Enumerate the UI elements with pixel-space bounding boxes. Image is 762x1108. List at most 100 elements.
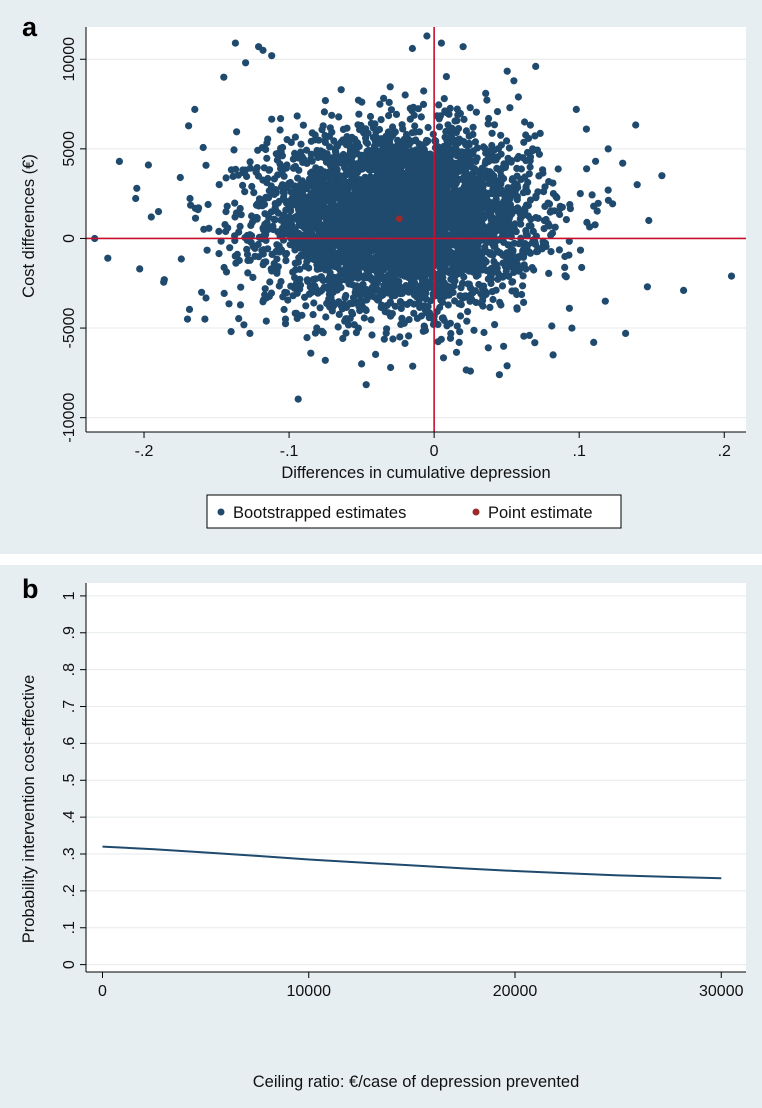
bootstrap-point bbox=[472, 272, 480, 280]
bootstrap-point bbox=[296, 265, 304, 273]
bootstrap-point bbox=[475, 237, 483, 245]
bootstrap-point bbox=[385, 157, 393, 165]
bootstrap-point bbox=[588, 191, 596, 199]
bootstrap-point bbox=[286, 199, 294, 207]
bootstrap-point bbox=[375, 169, 383, 177]
bootstrap-point bbox=[555, 246, 564, 254]
bootstrap-point bbox=[398, 121, 406, 129]
bootstrap-point bbox=[282, 257, 290, 265]
bootstrap-point bbox=[592, 157, 600, 165]
bootstrap-point bbox=[222, 268, 231, 276]
bootstrap-point bbox=[529, 145, 537, 153]
bootstrap-point bbox=[494, 275, 502, 283]
bootstrap-point bbox=[240, 169, 248, 177]
bootstrap-point bbox=[311, 172, 319, 180]
bootstrap-point bbox=[445, 268, 453, 277]
bootstrap-point bbox=[488, 129, 496, 137]
bootstrap-point bbox=[409, 103, 417, 111]
bootstrap-point bbox=[405, 332, 413, 340]
bootstrap-point bbox=[438, 270, 447, 278]
bootstrap-point bbox=[423, 169, 431, 177]
bootstrap-point bbox=[445, 110, 453, 118]
bootstrap-point bbox=[317, 202, 325, 210]
bootstrap-point bbox=[329, 243, 337, 251]
bootstrap-point bbox=[358, 98, 366, 106]
bootstrap-point bbox=[497, 227, 505, 235]
bootstrap-point bbox=[561, 263, 569, 271]
bootstrap-point bbox=[324, 265, 332, 273]
bootstrap-point bbox=[412, 259, 421, 268]
bootstrap-point bbox=[333, 142, 342, 150]
bootstrap-point bbox=[389, 335, 397, 343]
bootstrap-point bbox=[331, 213, 339, 221]
bootstrap-point bbox=[367, 119, 375, 127]
bootstrap-point bbox=[363, 241, 371, 249]
bootstrap-point bbox=[231, 199, 239, 207]
bootstrap-point bbox=[321, 151, 329, 159]
bootstrap-point bbox=[254, 146, 262, 154]
bootstrap-point bbox=[302, 146, 311, 154]
bootstrap-point bbox=[237, 283, 245, 291]
bootstrap-point bbox=[450, 282, 458, 290]
bootstrap-point bbox=[389, 273, 397, 282]
bootstrap-point bbox=[474, 210, 483, 218]
bootstrap-point bbox=[215, 227, 223, 235]
bootstrap-point bbox=[339, 125, 347, 133]
bootstrap-point bbox=[393, 148, 402, 156]
bootstrap-point bbox=[496, 181, 504, 189]
bootstrap-point bbox=[442, 188, 450, 197]
bootstrap-point bbox=[348, 210, 356, 218]
bootstrap-point bbox=[520, 332, 528, 340]
bootstrap-point bbox=[204, 200, 212, 209]
bootstrap-point bbox=[531, 339, 539, 347]
bootstrap-point bbox=[500, 238, 508, 246]
bootstrap-point bbox=[532, 240, 540, 249]
bootstrap-point bbox=[266, 278, 274, 286]
bootstrap-point bbox=[562, 216, 571, 224]
bootstrap-point bbox=[492, 156, 500, 164]
bootstrap-point bbox=[347, 181, 355, 189]
bootstrap-point bbox=[387, 212, 395, 220]
bootstrap-point bbox=[454, 151, 462, 160]
bootstrap-point bbox=[483, 238, 491, 246]
bootstrap-point bbox=[451, 271, 460, 280]
bootstrap-point bbox=[283, 161, 291, 169]
bootstrap-point bbox=[177, 255, 185, 263]
bootstrap-point bbox=[261, 291, 269, 299]
bootstrap-point bbox=[576, 190, 584, 198]
bootstrap-point bbox=[457, 216, 465, 224]
bootstrap-point bbox=[285, 220, 293, 228]
bootstrap-point bbox=[445, 144, 453, 152]
bootstrap-point bbox=[455, 165, 463, 173]
bootstrap-point bbox=[451, 139, 459, 147]
bootstrap-point bbox=[376, 199, 385, 207]
bootstrap-point bbox=[444, 197, 452, 205]
bootstrap-point bbox=[519, 282, 527, 290]
bootstrap-point bbox=[358, 165, 367, 173]
bootstrap-point bbox=[295, 241, 303, 249]
bootstrap-point bbox=[318, 186, 326, 194]
bootstrap-point bbox=[286, 178, 294, 187]
bootstrap-point bbox=[544, 199, 552, 207]
bootstrap-point bbox=[268, 115, 276, 123]
bootstrap-point bbox=[401, 339, 409, 347]
bootstrap-point bbox=[407, 274, 415, 282]
bootstrap-point bbox=[342, 291, 350, 300]
bootstrap-point bbox=[364, 218, 372, 226]
bootstrap-point bbox=[273, 241, 281, 249]
bootstrap-point bbox=[327, 293, 335, 301]
bootstrap-point bbox=[609, 200, 617, 208]
bootstrap-point bbox=[272, 186, 280, 194]
bootstrap-point bbox=[548, 322, 556, 330]
bootstrap-point bbox=[531, 132, 539, 140]
bootstrap-point bbox=[191, 214, 200, 222]
bootstrap-point bbox=[320, 283, 328, 291]
bootstrap-point bbox=[353, 150, 361, 158]
bootstrap-point bbox=[433, 254, 441, 262]
bootstrap-point bbox=[496, 216, 504, 224]
bootstrap-point bbox=[476, 186, 484, 194]
bootstrap-point bbox=[448, 225, 456, 233]
bootstrap-point bbox=[393, 176, 401, 185]
bootstrap-point bbox=[441, 240, 449, 248]
bootstrap-point bbox=[506, 212, 514, 220]
